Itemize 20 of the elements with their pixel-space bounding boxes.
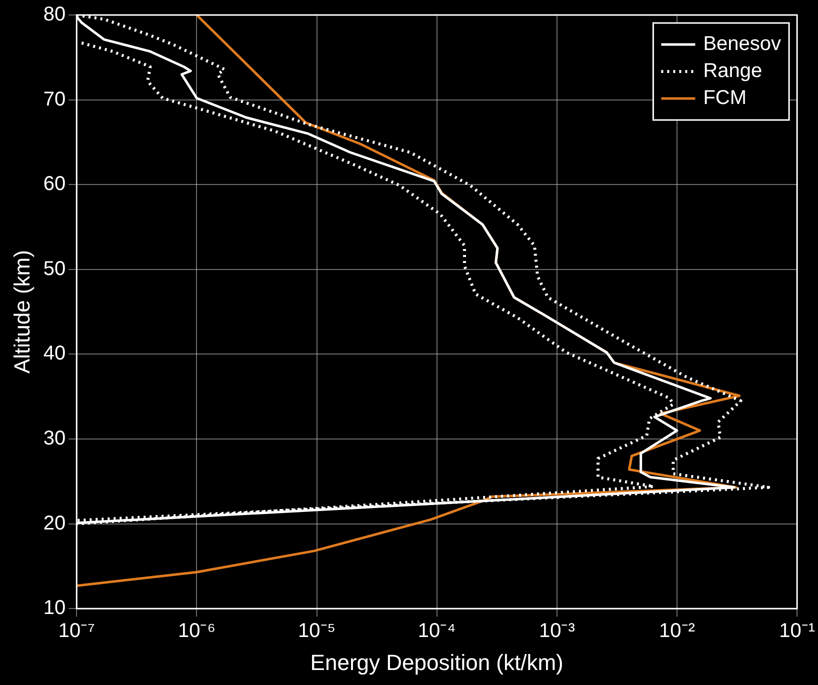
x-tick-label: 10⁻³	[538, 620, 576, 642]
legend-label: FCM	[703, 87, 747, 110]
y-tick-label: 70	[43, 88, 66, 110]
x-tick-label: 10⁻⁵	[298, 620, 336, 642]
x-tick-label: 10⁻²	[659, 620, 696, 642]
y-tick-label: 40	[43, 342, 66, 365]
legend-label: Range	[703, 60, 762, 82]
y-tick-label: 50	[43, 258, 66, 280]
legend-label: Benesov	[703, 33, 782, 56]
y-tick-label: 30	[43, 428, 66, 450]
y-tick-label: 80	[43, 4, 66, 26]
x-tick-label: 10⁻⁶	[178, 620, 216, 642]
x-tick-label: 10⁻⁷	[58, 620, 95, 642]
y-tick-label: 20	[43, 512, 66, 534]
x-tick-label: 10⁻⁴	[418, 620, 456, 642]
y-axis-title: Altitude (km)	[9, 250, 34, 374]
y-tick-label: 60	[43, 173, 66, 196]
y-tick-label: 10	[43, 597, 66, 620]
x-axis-title: Energy Deposition (kt/km)	[310, 650, 564, 675]
x-tick-label: 10⁻¹	[779, 620, 816, 642]
